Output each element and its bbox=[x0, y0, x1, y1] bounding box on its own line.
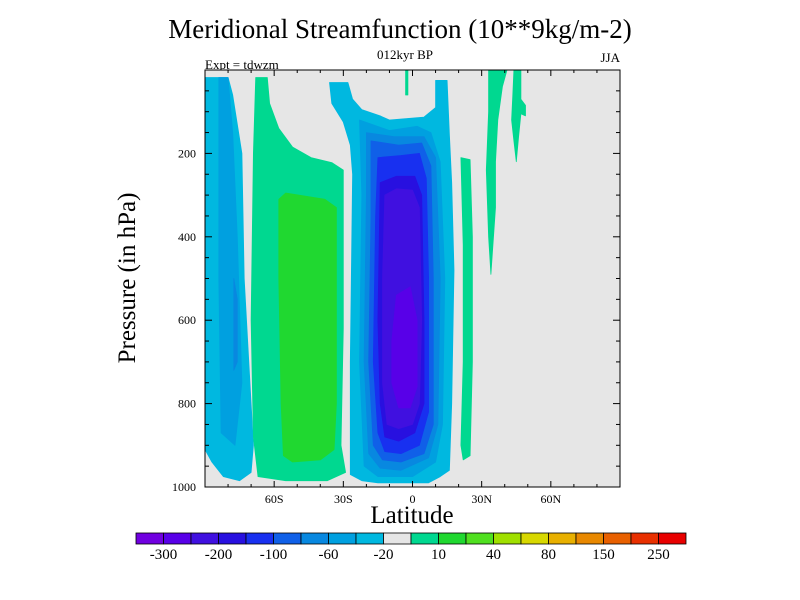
colorbar-swatch bbox=[300, 532, 329, 545]
colorbar-swatch bbox=[493, 532, 522, 545]
colorbar-swatch bbox=[658, 532, 687, 545]
x-axis-label: Latitude bbox=[370, 502, 454, 529]
chart-subtitle: 012kyr BP bbox=[377, 47, 433, 62]
colorbar-swatch bbox=[383, 532, 412, 545]
y-tick-label: 1000 bbox=[172, 480, 196, 494]
y-tick-label: 800 bbox=[178, 397, 196, 411]
colorbar-swatch bbox=[465, 532, 494, 545]
x-tick-label: 60N bbox=[540, 492, 561, 506]
nh-midlat-cell-1 bbox=[485, 69, 508, 275]
colorbar-swatch bbox=[630, 532, 659, 545]
nh-midlat-cell-2 bbox=[511, 69, 526, 163]
y-tick-label: 600 bbox=[178, 313, 196, 327]
colorbar-swatch bbox=[438, 532, 467, 545]
sh-ferrel-cell-inner bbox=[278, 192, 337, 463]
nh-ferrel-cell bbox=[460, 157, 473, 461]
season-label: JJA bbox=[600, 50, 620, 65]
hadley-cell-core bbox=[391, 286, 418, 409]
colorbar-swatch bbox=[328, 532, 357, 545]
colorbar-swatch bbox=[245, 532, 274, 545]
x-tick-label: 30N bbox=[471, 492, 492, 506]
colorbar-swatch bbox=[135, 532, 164, 545]
x-tick-label: 60S bbox=[265, 492, 284, 506]
sh-polar-cell-max bbox=[233, 278, 238, 371]
experiment-label: Expt = tdwzm bbox=[205, 57, 279, 72]
x-tick-label: 0 bbox=[410, 492, 416, 506]
colorbar-swatch bbox=[163, 532, 192, 545]
chart-title: Meridional Streamfunction (10**9kg/m-2) bbox=[168, 14, 632, 44]
x-tick-label: 30S bbox=[334, 492, 353, 506]
upper-level-cell bbox=[405, 69, 409, 96]
colorbar-swatch bbox=[218, 532, 247, 545]
colorbar-swatch bbox=[548, 532, 577, 545]
colorbar-swatch bbox=[273, 532, 302, 545]
y-tick-label: 400 bbox=[178, 230, 196, 244]
colorbar-swatch bbox=[575, 532, 604, 545]
colorbar-swatch bbox=[410, 532, 439, 545]
y-tick-label: 200 bbox=[178, 146, 196, 160]
colorbar-swatch bbox=[603, 532, 632, 545]
colorbar-swatch bbox=[355, 532, 384, 545]
colorbar-swatch bbox=[190, 532, 219, 545]
colorbar-swatch bbox=[520, 532, 549, 545]
